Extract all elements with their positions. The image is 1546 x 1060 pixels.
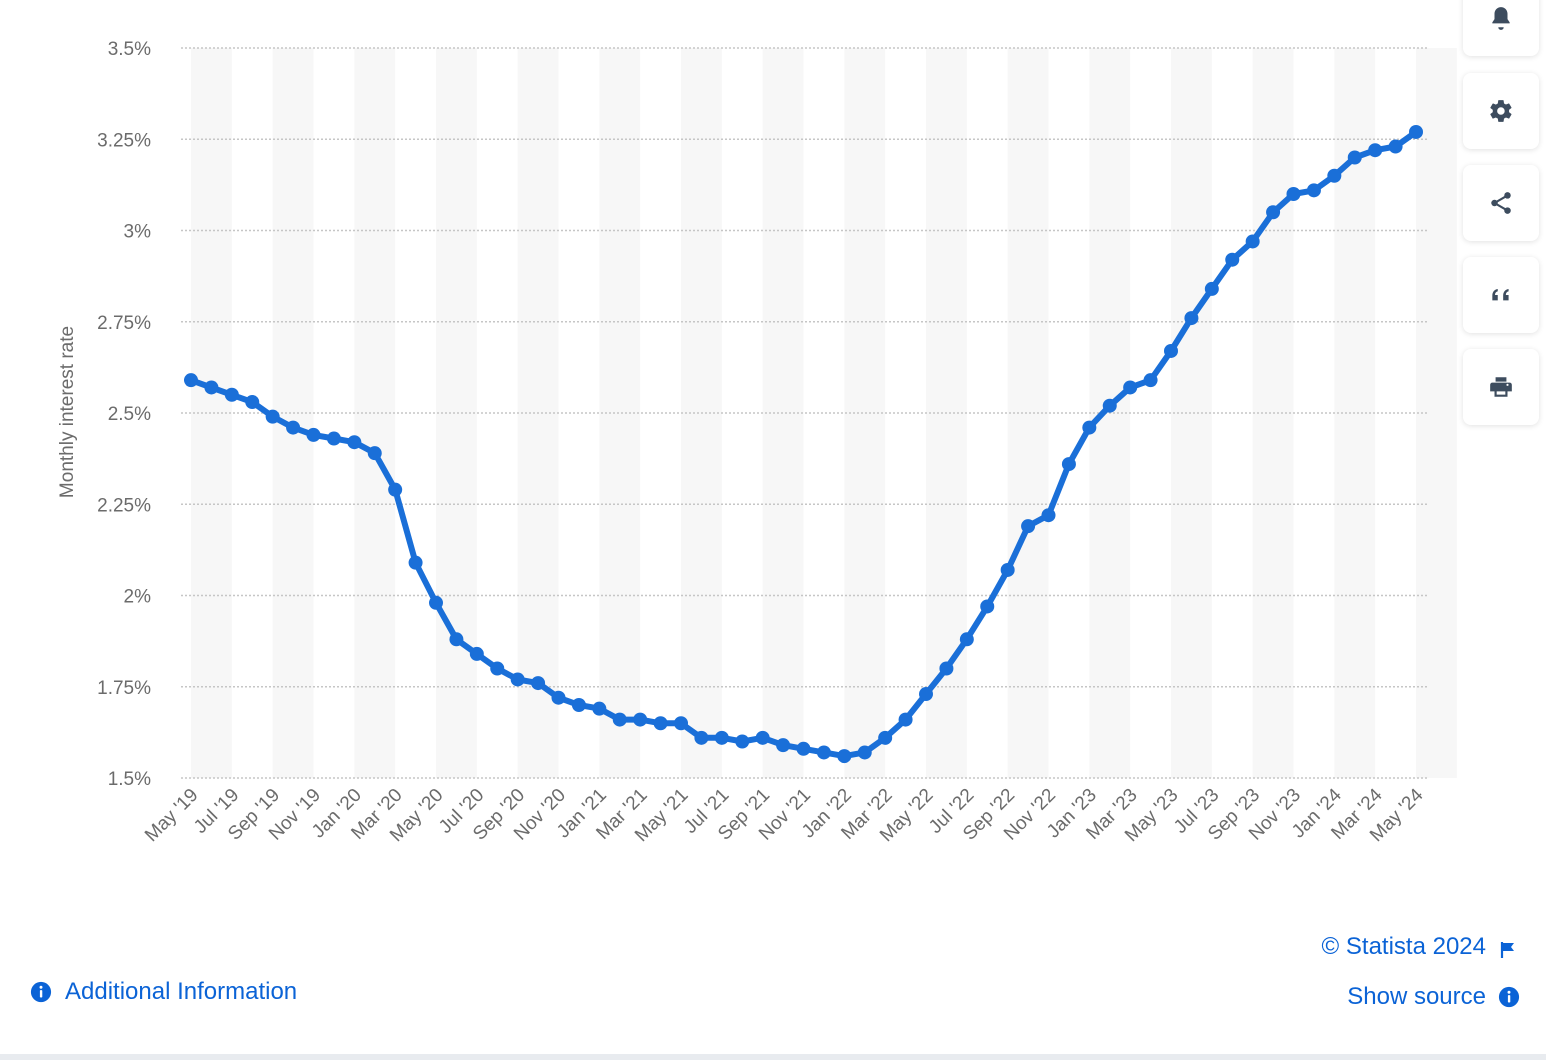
data-point[interactable]	[408, 555, 423, 570]
data-point[interactable]	[796, 741, 811, 756]
data-point[interactable]	[714, 730, 729, 745]
data-point[interactable]	[674, 716, 689, 731]
data-point[interactable]	[939, 661, 954, 676]
data-point[interactable]	[1368, 143, 1383, 158]
data-point[interactable]	[388, 482, 403, 497]
flag-icon[interactable]	[1498, 940, 1518, 960]
data-point[interactable]	[1143, 373, 1158, 388]
data-point[interactable]	[1266, 205, 1281, 220]
data-point[interactable]	[429, 595, 444, 610]
data-point[interactable]	[816, 745, 831, 760]
data-point[interactable]	[1021, 519, 1036, 534]
data-point[interactable]	[1347, 150, 1362, 165]
data-point[interactable]	[367, 446, 382, 461]
data-point[interactable]	[1041, 508, 1056, 523]
y-tick-label: 1.75%	[97, 678, 151, 699]
data-points	[184, 124, 1424, 764]
data-point[interactable]	[1123, 380, 1138, 395]
data-point[interactable]	[1327, 168, 1342, 183]
data-point[interactable]	[1000, 562, 1015, 577]
show-source-link[interactable]: Show source	[1347, 983, 1520, 1011]
y-tick-label: 2.5%	[108, 404, 151, 425]
bottom-divider	[0, 1054, 1546, 1060]
settings-button[interactable]	[1463, 73, 1539, 149]
data-point[interactable]	[245, 395, 260, 410]
additional-information-link[interactable]: Additional Information	[30, 978, 297, 1006]
data-point[interactable]	[286, 420, 301, 435]
data-point[interactable]	[490, 661, 505, 676]
data-point[interactable]	[204, 380, 219, 395]
print-button[interactable]	[1463, 349, 1539, 425]
y-axis-label: Monthly interest rate	[57, 326, 78, 498]
y-tick-label: 2.75%	[97, 313, 151, 334]
data-point[interactable]	[551, 690, 566, 705]
data-point[interactable]	[1225, 252, 1240, 267]
y-tick-label: 2.25%	[97, 495, 151, 516]
data-point[interactable]	[592, 701, 607, 716]
data-point[interactable]	[919, 687, 934, 702]
data-point[interactable]	[224, 387, 239, 402]
y-tick-label: 3.25%	[97, 130, 151, 151]
data-point[interactable]	[776, 738, 791, 753]
y-tick-label: 1.5%	[108, 769, 151, 790]
data-point[interactable]	[1204, 281, 1219, 296]
print-icon	[1490, 377, 1512, 397]
show-source-label: Show source	[1347, 983, 1486, 1010]
data-point[interactable]	[1184, 311, 1199, 326]
data-point[interactable]	[694, 730, 709, 745]
notification-button[interactable]	[1463, 0, 1539, 56]
data-point[interactable]	[1388, 139, 1403, 154]
data-point[interactable]	[449, 632, 464, 647]
share-button[interactable]	[1463, 165, 1539, 241]
data-point[interactable]	[1409, 124, 1424, 139]
data-point[interactable]	[1102, 398, 1117, 413]
column-bands	[191, 48, 1457, 778]
data-point[interactable]	[1061, 457, 1076, 472]
data-point[interactable]	[326, 431, 341, 446]
y-axis-ticks: 1.5% 1.75% 2% 2.25% 2.5% 2.75% 3% 3.25% 3.5%	[97, 39, 151, 790]
data-point[interactable]	[612, 712, 627, 727]
gear-icon	[1490, 100, 1512, 122]
data-point[interactable]	[1306, 183, 1321, 198]
quote-icon	[1492, 289, 1509, 301]
data-point[interactable]	[857, 745, 872, 760]
info-icon	[1498, 986, 1520, 1008]
share-icon	[1491, 192, 1511, 214]
data-point[interactable]	[837, 749, 852, 764]
y-tick-label: 2%	[124, 587, 152, 608]
data-point[interactable]	[306, 427, 321, 442]
data-point[interactable]	[755, 730, 770, 745]
data-point[interactable]	[1164, 343, 1179, 358]
copyright-link[interactable]: © Statista 2024	[1322, 933, 1486, 961]
x-tick-label: May '19	[141, 785, 202, 846]
data-point[interactable]	[653, 716, 668, 731]
data-point[interactable]	[898, 712, 913, 727]
data-point[interactable]	[1245, 234, 1260, 249]
data-point[interactable]	[571, 698, 586, 712]
data-point[interactable]	[980, 599, 995, 614]
data-point[interactable]	[735, 734, 750, 749]
info-icon	[30, 981, 52, 1003]
data-point[interactable]	[531, 676, 546, 691]
bell-icon	[1492, 7, 1510, 30]
data-point[interactable]	[510, 672, 525, 687]
y-tick-label: 3.5%	[108, 39, 151, 60]
data-point[interactable]	[347, 435, 362, 450]
data-point[interactable]	[265, 409, 280, 424]
additional-information-label: Additional Information	[65, 978, 298, 1005]
data-point[interactable]	[184, 373, 198, 388]
cite-button[interactable]	[1463, 257, 1539, 333]
data-point[interactable]	[878, 730, 893, 745]
data-point[interactable]	[1082, 420, 1097, 435]
copyright-label: © Statista 2024	[1321, 933, 1486, 960]
line-chart: 1.5% 1.75% 2% 2.25% 2.5% 2.75% 3% 3.25% 3.5% Mon…	[57, 39, 1457, 847]
data-point[interactable]	[959, 632, 974, 647]
data-point[interactable]	[633, 712, 648, 727]
data-point[interactable]	[469, 646, 484, 661]
y-tick-label: 3%	[124, 222, 152, 243]
data-point[interactable]	[1286, 187, 1301, 201]
